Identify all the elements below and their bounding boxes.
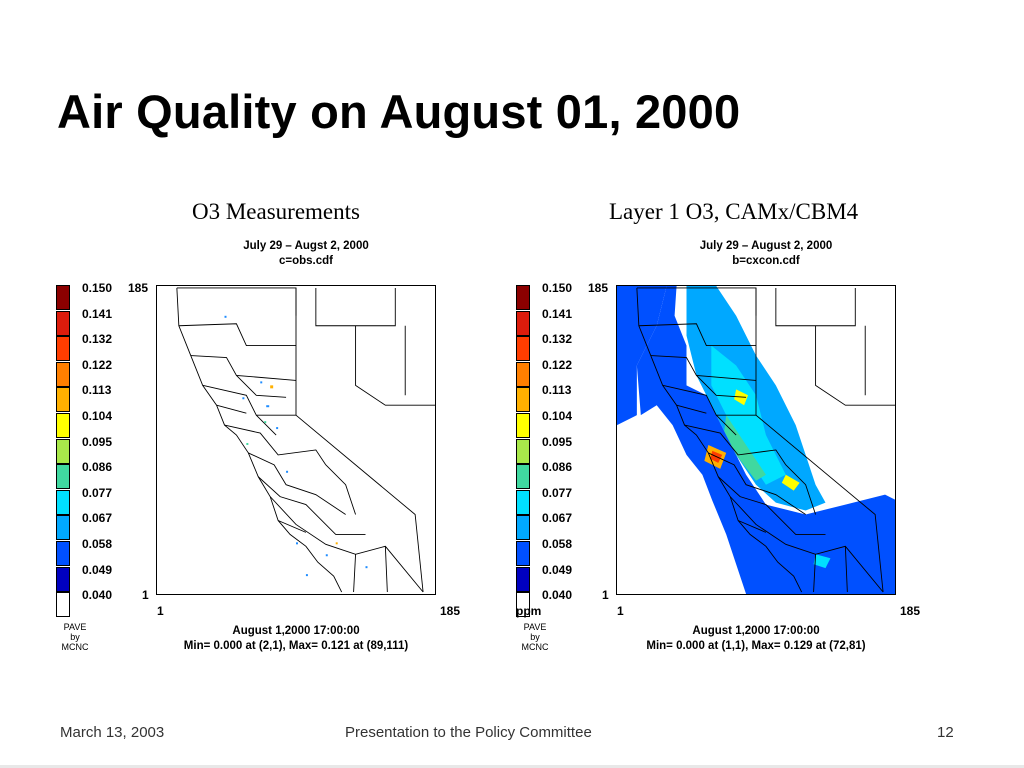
y-axis-bottom-label: 1 — [142, 588, 149, 602]
legend-swatch — [516, 592, 530, 618]
panel-camx-layer1: Layer 1 O3, CAMx/CBM4 July 29 – August 2… — [508, 195, 978, 665]
legend-tick-label: 0.113 — [82, 383, 112, 398]
legend-swatch — [516, 336, 530, 362]
legend-tick-label: 0.058 — [82, 537, 113, 551]
legend-tick-label: 0.040 — [82, 588, 113, 603]
legend-tick-label: 0.086 — [542, 460, 573, 475]
y-axis-top-label: 185 — [128, 281, 149, 295]
legend-tick-label: 0.077 — [542, 485, 573, 500]
x-axis-right-label: 185 — [440, 604, 461, 618]
legend-swatch — [56, 361, 70, 387]
x-axis-left-label: 1 — [157, 604, 164, 618]
ozone-model-map — [616, 285, 896, 595]
legend-tick-label: 0.040 — [542, 588, 573, 603]
legend-swatch — [516, 515, 530, 541]
panel-title: O3 Measurements — [192, 199, 360, 224]
california-model-field — [617, 286, 895, 594]
legend-swatch — [56, 336, 70, 362]
legend-swatch — [56, 387, 70, 413]
legend-tick-label: 0.077 — [82, 485, 113, 500]
legend-swatch — [56, 285, 70, 310]
legend-tick-label: 0.141 — [82, 306, 113, 321]
legend-swatch — [56, 566, 70, 592]
legend-tick-label: 0.049 — [82, 562, 113, 577]
panel-subtitle-file: c=obs.cdf — [278, 255, 333, 267]
legend-tick-label: 0.067 — [82, 511, 113, 526]
y-axis-top-label: 185 — [588, 281, 609, 295]
footer-center-text: Presentation to the Policy Committee — [345, 724, 592, 741]
legend-swatch — [516, 361, 530, 387]
legend-tick-label: 0.058 — [542, 537, 573, 551]
unit-label: ppm — [516, 604, 542, 618]
california-county-map — [176, 287, 435, 593]
panel-title: Layer 1 O3, CAMx/CBM4 — [609, 199, 859, 224]
legend-swatch — [516, 566, 530, 592]
legend-tick-label: 0.141 — [542, 306, 573, 321]
legend-tick-label: 0.095 — [542, 434, 573, 449]
pave-credit: PAVE by MCNC — [521, 622, 549, 652]
map-caption-time: August 1,2000 17:00:00 — [232, 625, 360, 637]
legend-swatch — [56, 413, 70, 438]
panel-subtitle-file: b=cxcon.cdf — [732, 255, 800, 267]
legend-tick-label: 0.113 — [542, 383, 572, 398]
panel-o3-measurements: O3 Measurements July 29 – Augst 2, 2000 … — [48, 195, 518, 665]
legend-swatch — [516, 541, 530, 566]
map-caption-time: August 1,2000 17:00:00 — [692, 625, 820, 637]
legend-swatch — [56, 438, 70, 464]
ozone-map — [156, 285, 436, 595]
map-caption-minmax: Min= 0.000 at (1,1), Max= 0.129 at (72,8… — [646, 640, 866, 652]
legend-swatch — [56, 515, 70, 541]
legend-swatch — [56, 310, 70, 336]
panel-subtitle-dates: July 29 – August 2, 2000 — [699, 240, 833, 252]
legend-swatch — [516, 489, 530, 515]
legend-swatch — [56, 592, 70, 618]
legend-swatch — [56, 541, 70, 566]
legend-tick-label: 0.086 — [82, 460, 113, 475]
legend-swatch — [516, 413, 530, 438]
legend-tick-label: 0.132 — [82, 332, 113, 347]
legend-swatch — [516, 464, 530, 490]
legend-tick-label: 0.067 — [542, 511, 573, 526]
legend-tick-label: 0.049 — [542, 562, 573, 577]
legend-tick-label: 0.150 — [542, 281, 573, 295]
legend-swatch — [516, 438, 530, 464]
legend-swatch — [56, 489, 70, 515]
map-caption-minmax: Min= 0.000 at (2,1), Max= 0.121 at (89,1… — [183, 640, 409, 652]
legend-tick-label: 0.122 — [542, 357, 573, 372]
y-axis-bottom-label: 1 — [602, 588, 609, 602]
x-axis-right-label: 185 — [900, 604, 921, 618]
legend-tick-label: 0.122 — [82, 357, 113, 372]
x-axis-left-label: 1 — [617, 604, 624, 618]
footer-rule — [0, 765, 1024, 768]
legend-swatch — [516, 387, 530, 413]
pave-credit: PAVE by MCNC — [61, 622, 89, 652]
slide-title: Air Quality on August 01, 2000 — [57, 85, 741, 138]
panel-subtitle-dates: July 29 – Augst 2, 2000 — [243, 240, 369, 252]
footer-page-number: 12 — [937, 724, 954, 741]
legend-swatch — [516, 310, 530, 336]
legend-tick-label: 0.095 — [82, 434, 113, 449]
legend-tick-label: 0.132 — [542, 332, 573, 347]
legend-tick-label: 0.104 — [542, 409, 573, 423]
footer-date: March 13, 2003 — [60, 724, 165, 741]
legend-swatch — [56, 464, 70, 490]
legend-tick-label: 0.104 — [82, 409, 113, 423]
legend-tick-label: 0.150 — [82, 281, 113, 295]
legend-swatch — [516, 285, 530, 310]
